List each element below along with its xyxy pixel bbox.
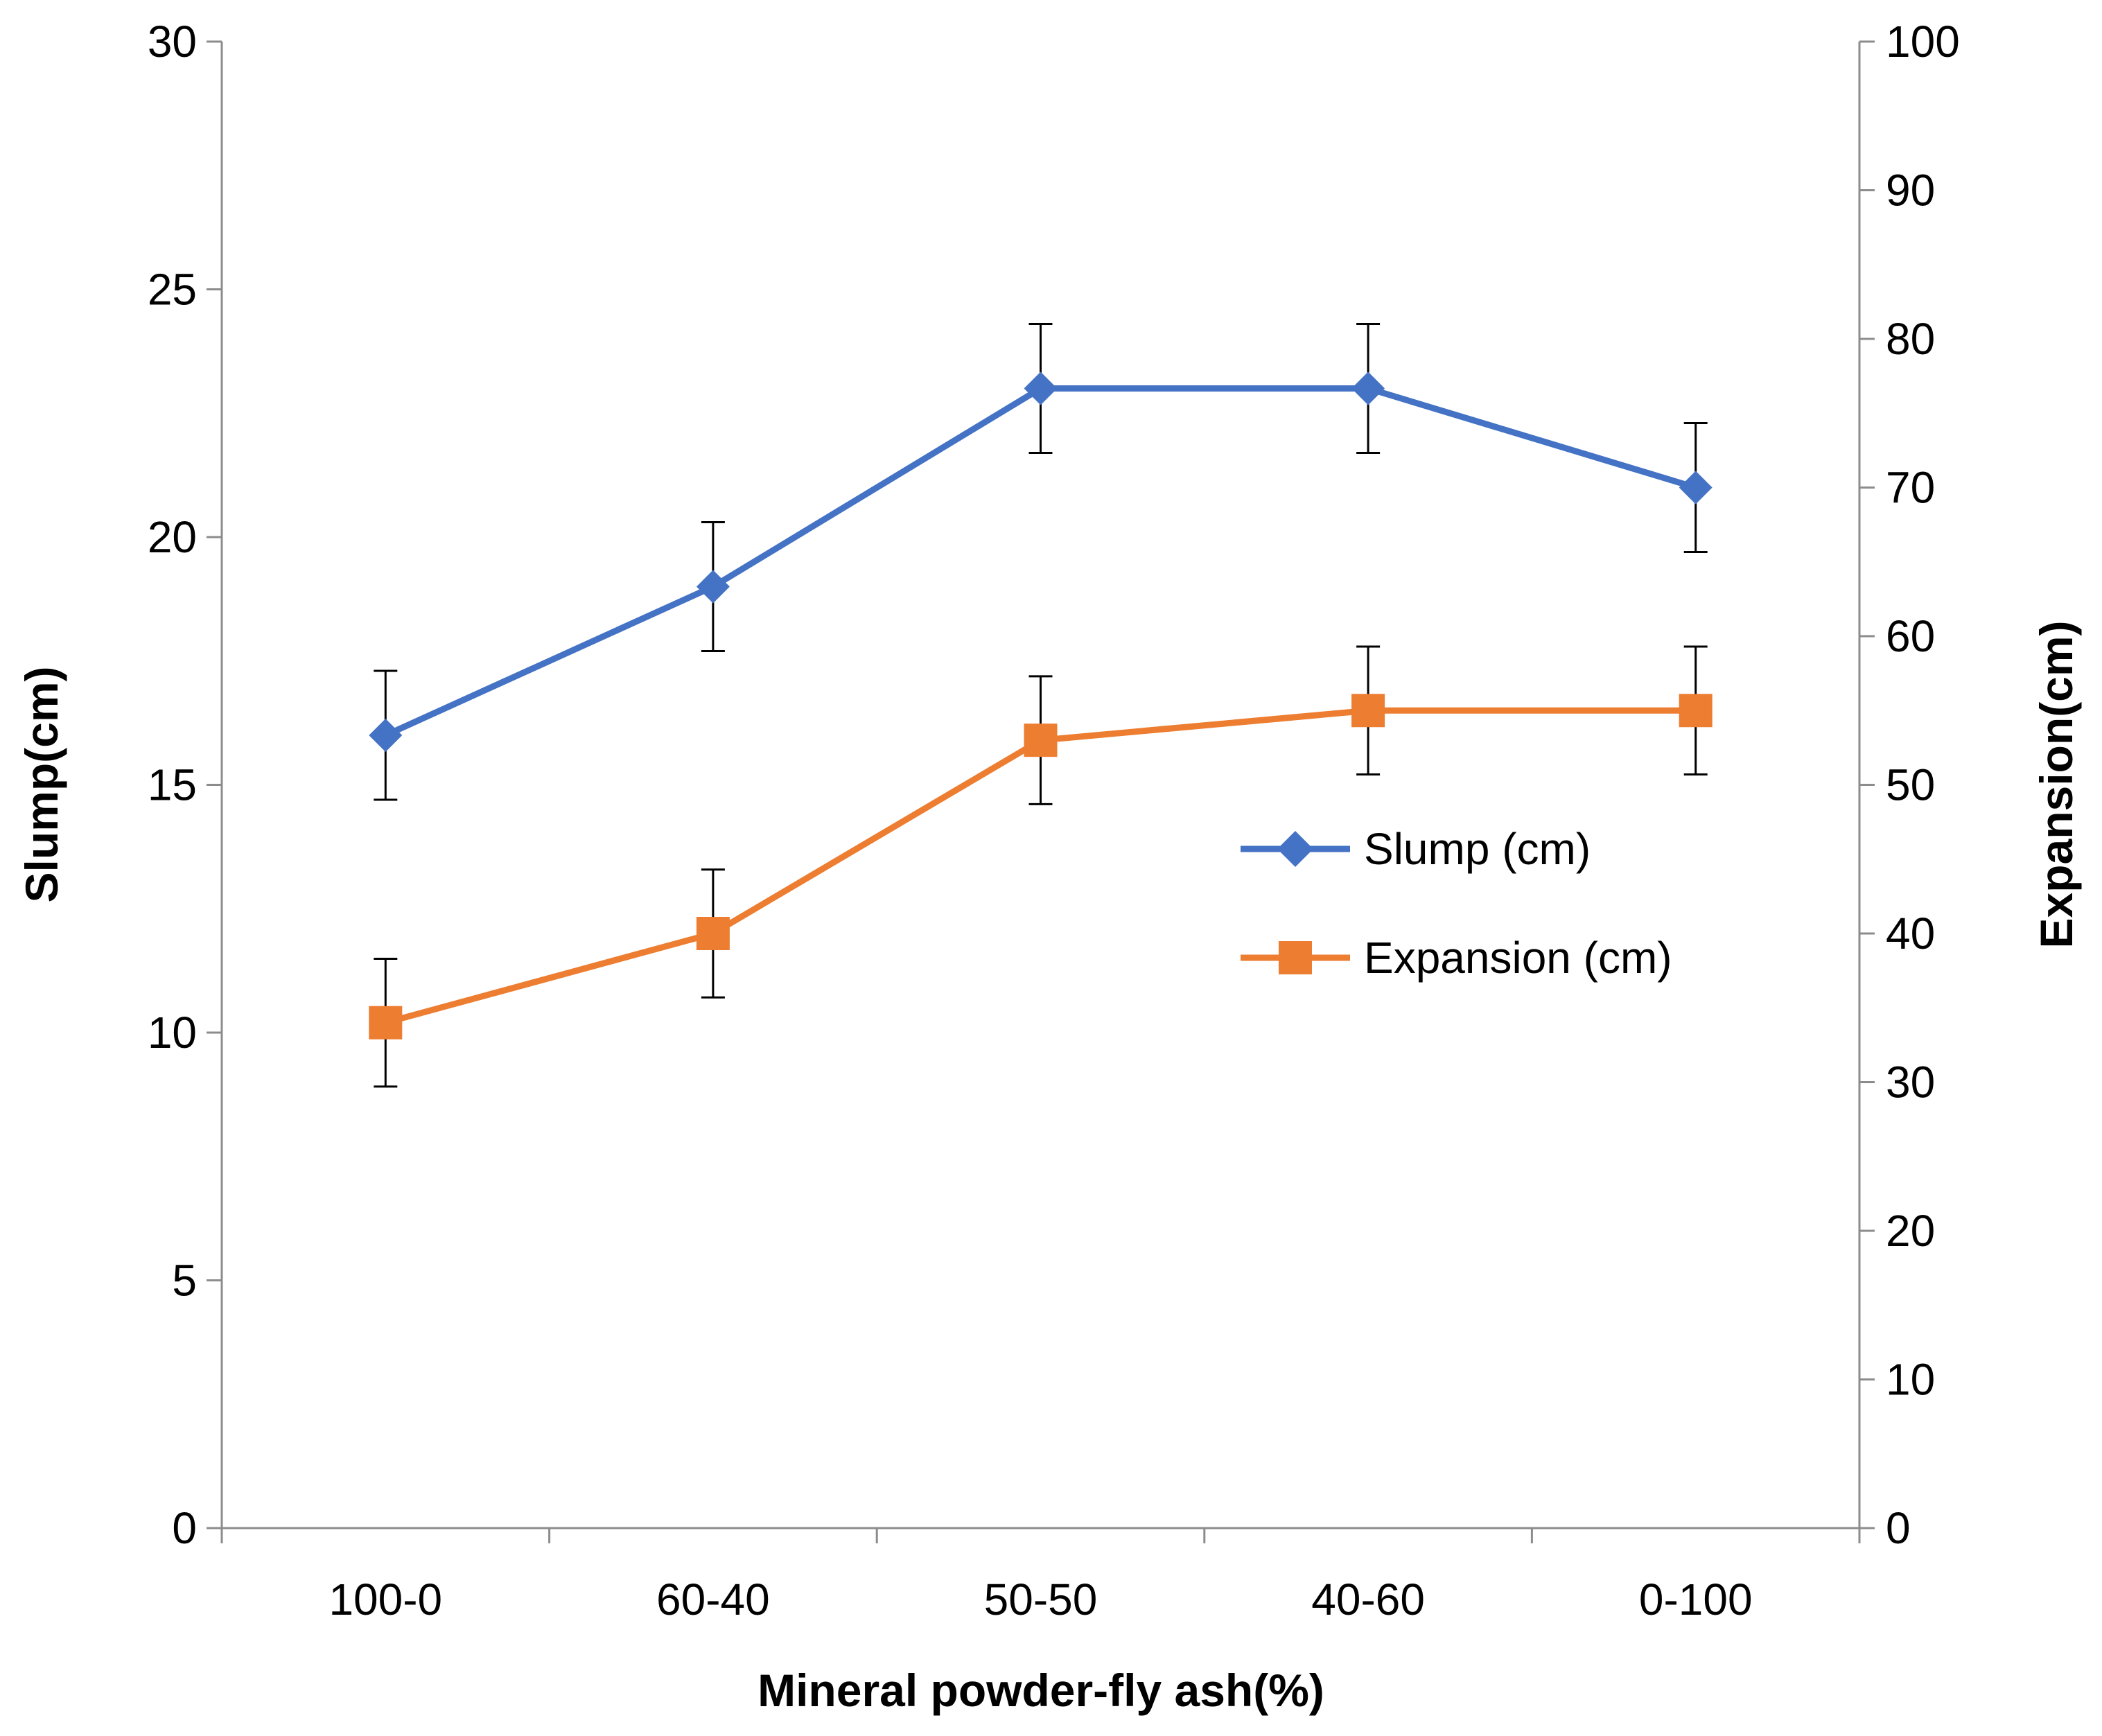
expansion-point — [1024, 724, 1058, 757]
slump-point — [1024, 371, 1058, 405]
legend-item-expansion: Expansion (cm) — [1241, 933, 1672, 983]
right-y-tick-label: 100 — [1886, 17, 1960, 67]
right-y-tick-label: 0 — [1886, 1503, 1911, 1553]
expansion-point — [696, 917, 730, 950]
expansion-point — [1679, 694, 1713, 728]
series-layer — [369, 323, 1713, 1088]
right-y-tick-label: 30 — [1886, 1058, 1935, 1107]
legend-item-slump: Slump (cm) — [1241, 824, 1591, 874]
expansion-point — [1351, 694, 1385, 728]
x-tick-label: 40-60 — [1311, 1575, 1425, 1624]
left-y-tick-label: 20 — [148, 512, 197, 562]
x-tick-label: 100-0 — [329, 1575, 442, 1624]
right-y-tick-label: 40 — [1886, 909, 1935, 958]
x-ticks: 100-0 60-40 50-50 40-60 0-100 — [220, 1528, 1861, 1624]
series-expansion — [369, 645, 1713, 1088]
legend-slump-label: Slump (cm) — [1364, 824, 1591, 874]
right-y-tick-label: 10 — [1886, 1355, 1935, 1405]
left-y-tick-label: 15 — [148, 760, 197, 810]
left-y-tick-label: 30 — [148, 17, 197, 67]
left-y-tick-label: 0 — [172, 1503, 197, 1553]
series-slump — [369, 323, 1713, 801]
left-y-tick-label: 10 — [148, 1008, 197, 1058]
right-y-tick-label: 70 — [1886, 463, 1935, 513]
x-tick-label: 60-40 — [656, 1575, 770, 1624]
left-y-ticks: 0 5 10 15 20 25 30 — [148, 17, 222, 1553]
x-tick-label: 50-50 — [984, 1575, 1098, 1624]
right-y-ticks: 0 10 20 30 40 50 60 70 80 90 100 — [1859, 17, 1960, 1553]
x-axis-title: Mineral powder-fly ash(%) — [757, 1665, 1324, 1716]
slump-point — [1679, 471, 1713, 505]
left-y-tick-label: 5 — [172, 1256, 197, 1306]
legend-expansion-label: Expansion (cm) — [1364, 933, 1672, 983]
expansion-point — [369, 1006, 403, 1040]
slump-point — [369, 719, 403, 752]
right-y-tick-label: 80 — [1886, 314, 1935, 364]
slump-point — [696, 570, 730, 604]
right-y-tick-label: 90 — [1886, 166, 1935, 216]
legend: Slump (cm) Expansion (cm) — [1241, 824, 1672, 983]
y-axis-title: Slump(cm) — [16, 666, 67, 902]
slump-point — [1351, 371, 1385, 405]
x-tick-label: 0-100 — [1639, 1575, 1753, 1624]
right-y-tick-label: 60 — [1886, 611, 1935, 661]
left-y-tick-label: 25 — [148, 265, 197, 315]
right-y-tick-label: 20 — [1886, 1206, 1935, 1256]
right-y-tick-label: 50 — [1886, 760, 1935, 810]
legend-slump-diamond-marker — [1277, 831, 1313, 867]
y2-axis-title: Expansion(cm) — [2031, 620, 2082, 948]
legend-expansion-square-marker — [1279, 941, 1312, 974]
